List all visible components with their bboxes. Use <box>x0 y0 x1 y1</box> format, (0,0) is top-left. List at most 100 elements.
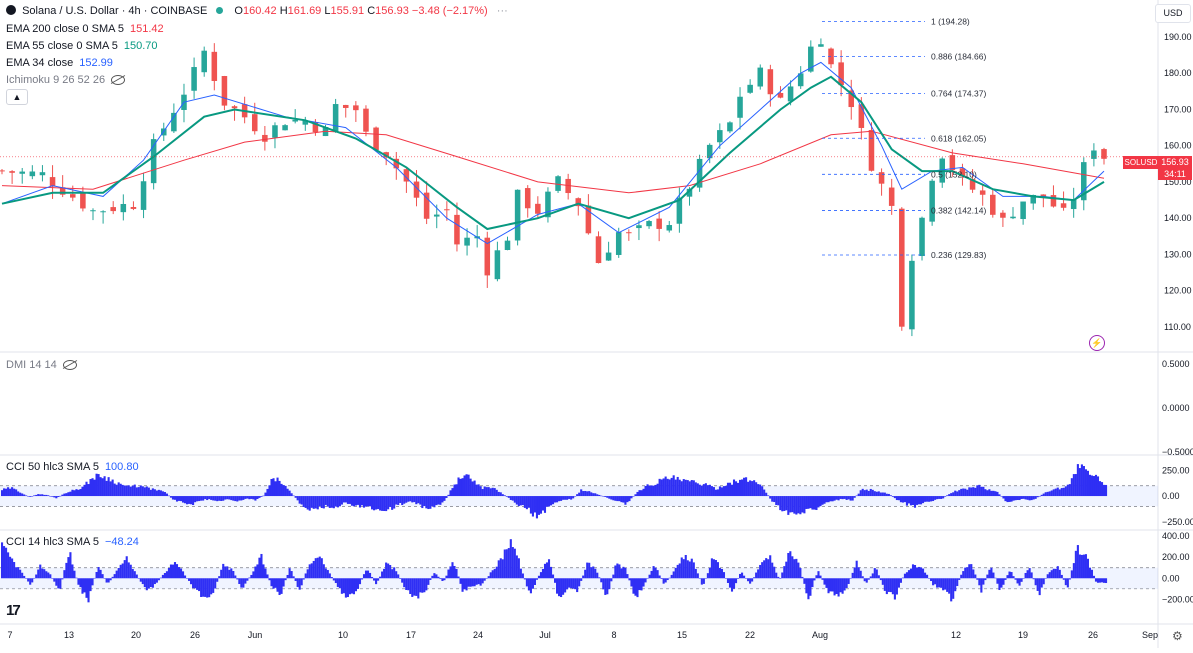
candle-body[interactable] <box>140 181 147 210</box>
gear-icon[interactable]: ⚙ <box>1172 629 1183 643</box>
indicator-legend-ichimoku[interactable]: Ichimoku 9 26 52 26 <box>6 73 126 87</box>
symbol-title[interactable]: Solana / U.S. Dollar · 4h · COINBASE <box>22 5 208 17</box>
candle-body[interactable] <box>150 139 157 184</box>
candle-body[interactable] <box>19 171 25 174</box>
candle-body[interactable] <box>413 181 420 198</box>
candle-body[interactable] <box>292 119 298 122</box>
price-pane[interactable]: 1 (194.28) 0.886 (184.66) 0.764 (174.37) 0.… <box>0 16 1158 337</box>
candle-body[interactable] <box>969 178 976 190</box>
candle-body[interactable] <box>130 206 137 209</box>
candle-body[interactable] <box>484 237 491 276</box>
candle-body[interactable] <box>201 50 207 73</box>
ema34-line[interactable] <box>1 61 1105 245</box>
candle-body[interactable] <box>838 62 844 86</box>
collapse-legend-button[interactable]: ▲ <box>6 89 28 105</box>
candle-body[interactable] <box>363 108 369 132</box>
more-options-icon[interactable]: ··· <box>496 5 508 17</box>
candle-body[interactable] <box>282 125 288 131</box>
candle-body[interactable] <box>737 96 743 118</box>
candle-body[interactable] <box>787 86 794 102</box>
symbol-legend[interactable]: Solana / U.S. Dollar · 4h · COINBASE O16… <box>6 4 508 18</box>
candle-body[interactable] <box>342 104 349 108</box>
candle-body[interactable] <box>9 171 15 173</box>
candle-body[interactable] <box>888 187 895 206</box>
candle-body[interactable] <box>353 105 359 111</box>
candle-body[interactable] <box>59 187 66 195</box>
candle-body[interactable] <box>464 237 470 246</box>
candle-body[interactable] <box>272 125 278 138</box>
candle-body[interactable] <box>191 67 197 91</box>
currency-button[interactable]: USD <box>1155 4 1191 23</box>
candle-body[interactable] <box>858 104 865 128</box>
cci14-legend[interactable]: CCI 14 hlc3 SMA 5 −48.24 <box>6 535 139 549</box>
candle-body[interactable] <box>49 177 56 187</box>
candle-body[interactable] <box>1030 194 1036 204</box>
candle-body[interactable] <box>929 180 935 222</box>
cci14-pane[interactable]: 400.00 200.00 0.00 −200.00 <box>0 531 1193 604</box>
candle-body[interactable] <box>656 218 662 229</box>
candle-body[interactable] <box>504 240 511 250</box>
candle-body[interactable] <box>797 73 804 87</box>
time-axis[interactable]: 7 13 20 26 Jun 10 17 24 Jul 8 15 22 Aug 12 19 26 Sep <box>7 630 1158 640</box>
candle-body[interactable] <box>262 134 268 142</box>
hidden-eye-icon[interactable] <box>111 75 126 86</box>
candle-body[interactable] <box>251 114 258 132</box>
dmi-legend[interactable]: DMI 14 14 <box>6 358 77 372</box>
candle-body[interactable] <box>1010 216 1016 219</box>
candle-body[interactable] <box>90 210 96 212</box>
candle-body[interactable] <box>433 214 440 217</box>
candle-body[interactable] <box>575 198 582 207</box>
dmi-pane[interactable]: 0.5000 0.0000 −0.5000 <box>1162 359 1193 457</box>
candle-body[interactable] <box>423 192 430 219</box>
candle-body[interactable] <box>646 221 652 227</box>
candle-body[interactable] <box>1070 199 1077 210</box>
candle-body[interactable] <box>676 197 683 224</box>
ema55-line[interactable] <box>1 75 1105 231</box>
hidden-eye-icon[interactable] <box>62 360 77 371</box>
candle-body[interactable] <box>1040 194 1047 198</box>
candle-body[interactable] <box>302 120 309 125</box>
candle-body[interactable] <box>332 104 339 132</box>
candle-body[interactable] <box>1000 212 1006 218</box>
candle-body[interactable] <box>706 144 713 159</box>
candle-body[interactable] <box>514 189 521 241</box>
candle-body[interactable] <box>949 155 956 171</box>
cci50-pane[interactable]: 250.00 0.00 −250.00 <box>0 464 1193 527</box>
candle-body[interactable] <box>747 84 753 93</box>
candle-body[interactable] <box>636 225 642 229</box>
candle-body[interactable] <box>444 209 450 211</box>
candle-body[interactable] <box>959 168 966 177</box>
candle-body[interactable] <box>39 172 46 176</box>
candle-body[interactable] <box>211 51 218 81</box>
candle-body[interactable] <box>585 205 592 234</box>
candle-body[interactable] <box>555 176 561 191</box>
candle-body[interactable] <box>717 130 723 143</box>
candle-body[interactable] <box>777 92 784 98</box>
indicator-legend-ema34[interactable]: EMA 34 close 152.99 <box>6 56 113 70</box>
candle-body[interactable] <box>454 214 460 245</box>
candle-body[interactable] <box>221 76 228 106</box>
candle-body[interactable] <box>524 188 531 209</box>
candle-body[interactable] <box>727 122 733 132</box>
candle-body[interactable] <box>110 207 116 212</box>
candle-body[interactable] <box>1101 149 1107 159</box>
indicator-legend-ema55[interactable]: EMA 55 close 0 SMA 5 150.70 <box>6 39 158 53</box>
candle-body[interactable] <box>868 130 875 171</box>
candle-body[interactable] <box>919 217 925 257</box>
candle-body[interactable] <box>828 48 834 65</box>
candle-body[interactable] <box>1060 203 1067 208</box>
candle-body[interactable] <box>878 172 885 184</box>
candle-body[interactable] <box>1020 201 1026 220</box>
candle-body[interactable] <box>171 112 177 132</box>
candle-body[interactable] <box>0 170 5 172</box>
candle-body[interactable] <box>312 121 319 133</box>
candle-body[interactable] <box>1091 150 1097 159</box>
candle-body[interactable] <box>494 250 501 280</box>
candle-body[interactable] <box>757 67 764 87</box>
candle-body[interactable] <box>1081 162 1087 201</box>
candle-body[interactable] <box>696 158 703 188</box>
candle-body[interactable] <box>605 252 612 261</box>
candle-body[interactable] <box>818 44 824 47</box>
candle-body[interactable] <box>403 169 410 182</box>
